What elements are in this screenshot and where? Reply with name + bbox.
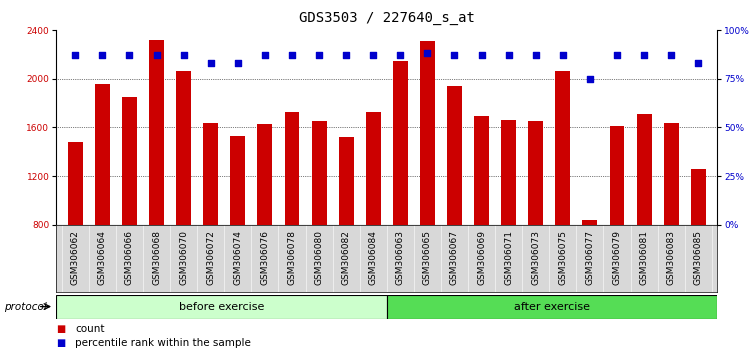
Point (502, 52, 514, 58)
Point (692, 60, 704, 66)
Point (367, 52, 379, 58)
Bar (691, 169, 706, 225)
Text: GSM306079: GSM306079 (613, 230, 622, 285)
Text: GSM306085: GSM306085 (694, 230, 703, 285)
Text: GSM306083: GSM306083 (667, 230, 676, 285)
Bar (393, 61, 408, 225)
Point (205, 60, 217, 66)
Point (340, 52, 352, 58)
Point (286, 52, 298, 58)
Text: ■: ■ (56, 338, 65, 348)
Bar (122, 97, 137, 225)
Bar (56, 295, 387, 319)
Point (638, 52, 650, 58)
Text: protocol: protocol (4, 302, 47, 312)
Bar (528, 121, 543, 225)
Text: GSM306070: GSM306070 (179, 230, 189, 285)
Text: GSM306066: GSM306066 (125, 230, 134, 285)
Point (96, 52, 108, 58)
Text: GSM306074: GSM306074 (234, 230, 243, 285)
Text: ■: ■ (56, 324, 65, 333)
Bar (258, 124, 273, 225)
Bar (366, 112, 381, 225)
Bar (387, 295, 717, 319)
Text: GSM306065: GSM306065 (423, 230, 432, 285)
Bar (474, 116, 489, 225)
Bar (231, 136, 246, 225)
Point (584, 76, 596, 81)
Point (421, 51, 433, 56)
Bar (556, 72, 570, 225)
Bar (204, 122, 218, 225)
Bar (312, 121, 327, 225)
Bar (583, 220, 597, 225)
Bar (149, 40, 164, 225)
Point (232, 60, 244, 66)
Bar (664, 122, 679, 225)
Point (529, 52, 541, 58)
Text: GSM306084: GSM306084 (369, 230, 378, 285)
Text: GSM306076: GSM306076 (261, 230, 270, 285)
Point (611, 52, 623, 58)
Text: GSM306073: GSM306073 (531, 230, 540, 285)
Text: GSM306071: GSM306071 (504, 230, 513, 285)
Point (556, 52, 569, 58)
Bar (95, 84, 110, 225)
Bar (339, 137, 354, 225)
Point (665, 52, 677, 58)
Text: before exercise: before exercise (179, 302, 264, 312)
Text: GSM306080: GSM306080 (315, 230, 324, 285)
Text: after exercise: after exercise (514, 302, 590, 312)
Point (448, 52, 460, 58)
Bar (420, 41, 435, 225)
Bar (285, 112, 300, 225)
Text: GSM306081: GSM306081 (640, 230, 649, 285)
Point (178, 52, 190, 58)
Point (150, 52, 162, 58)
Text: GSM306075: GSM306075 (558, 230, 567, 285)
Text: GSM306062: GSM306062 (71, 230, 80, 285)
Bar (447, 86, 462, 225)
Bar (176, 72, 191, 225)
Point (313, 52, 325, 58)
Point (259, 52, 271, 58)
Text: GDS3503 / 227640_s_at: GDS3503 / 227640_s_at (299, 11, 475, 25)
Bar (501, 120, 516, 225)
Bar (68, 142, 83, 225)
Text: GSM306064: GSM306064 (98, 230, 107, 285)
Point (69, 52, 81, 58)
Text: GSM306078: GSM306078 (288, 230, 297, 285)
Text: GSM306082: GSM306082 (342, 230, 351, 285)
Text: GSM306068: GSM306068 (152, 230, 161, 285)
Text: count: count (75, 324, 104, 333)
Point (475, 52, 487, 58)
Text: GSM306063: GSM306063 (396, 230, 405, 285)
Bar (610, 126, 624, 225)
Text: GSM306067: GSM306067 (450, 230, 459, 285)
Point (123, 52, 135, 58)
Text: GSM306069: GSM306069 (477, 230, 486, 285)
Point (394, 52, 406, 58)
Text: percentile rank within the sample: percentile rank within the sample (75, 338, 251, 348)
Text: GSM306072: GSM306072 (207, 230, 216, 285)
Bar (637, 114, 652, 225)
Text: GSM306077: GSM306077 (585, 230, 594, 285)
